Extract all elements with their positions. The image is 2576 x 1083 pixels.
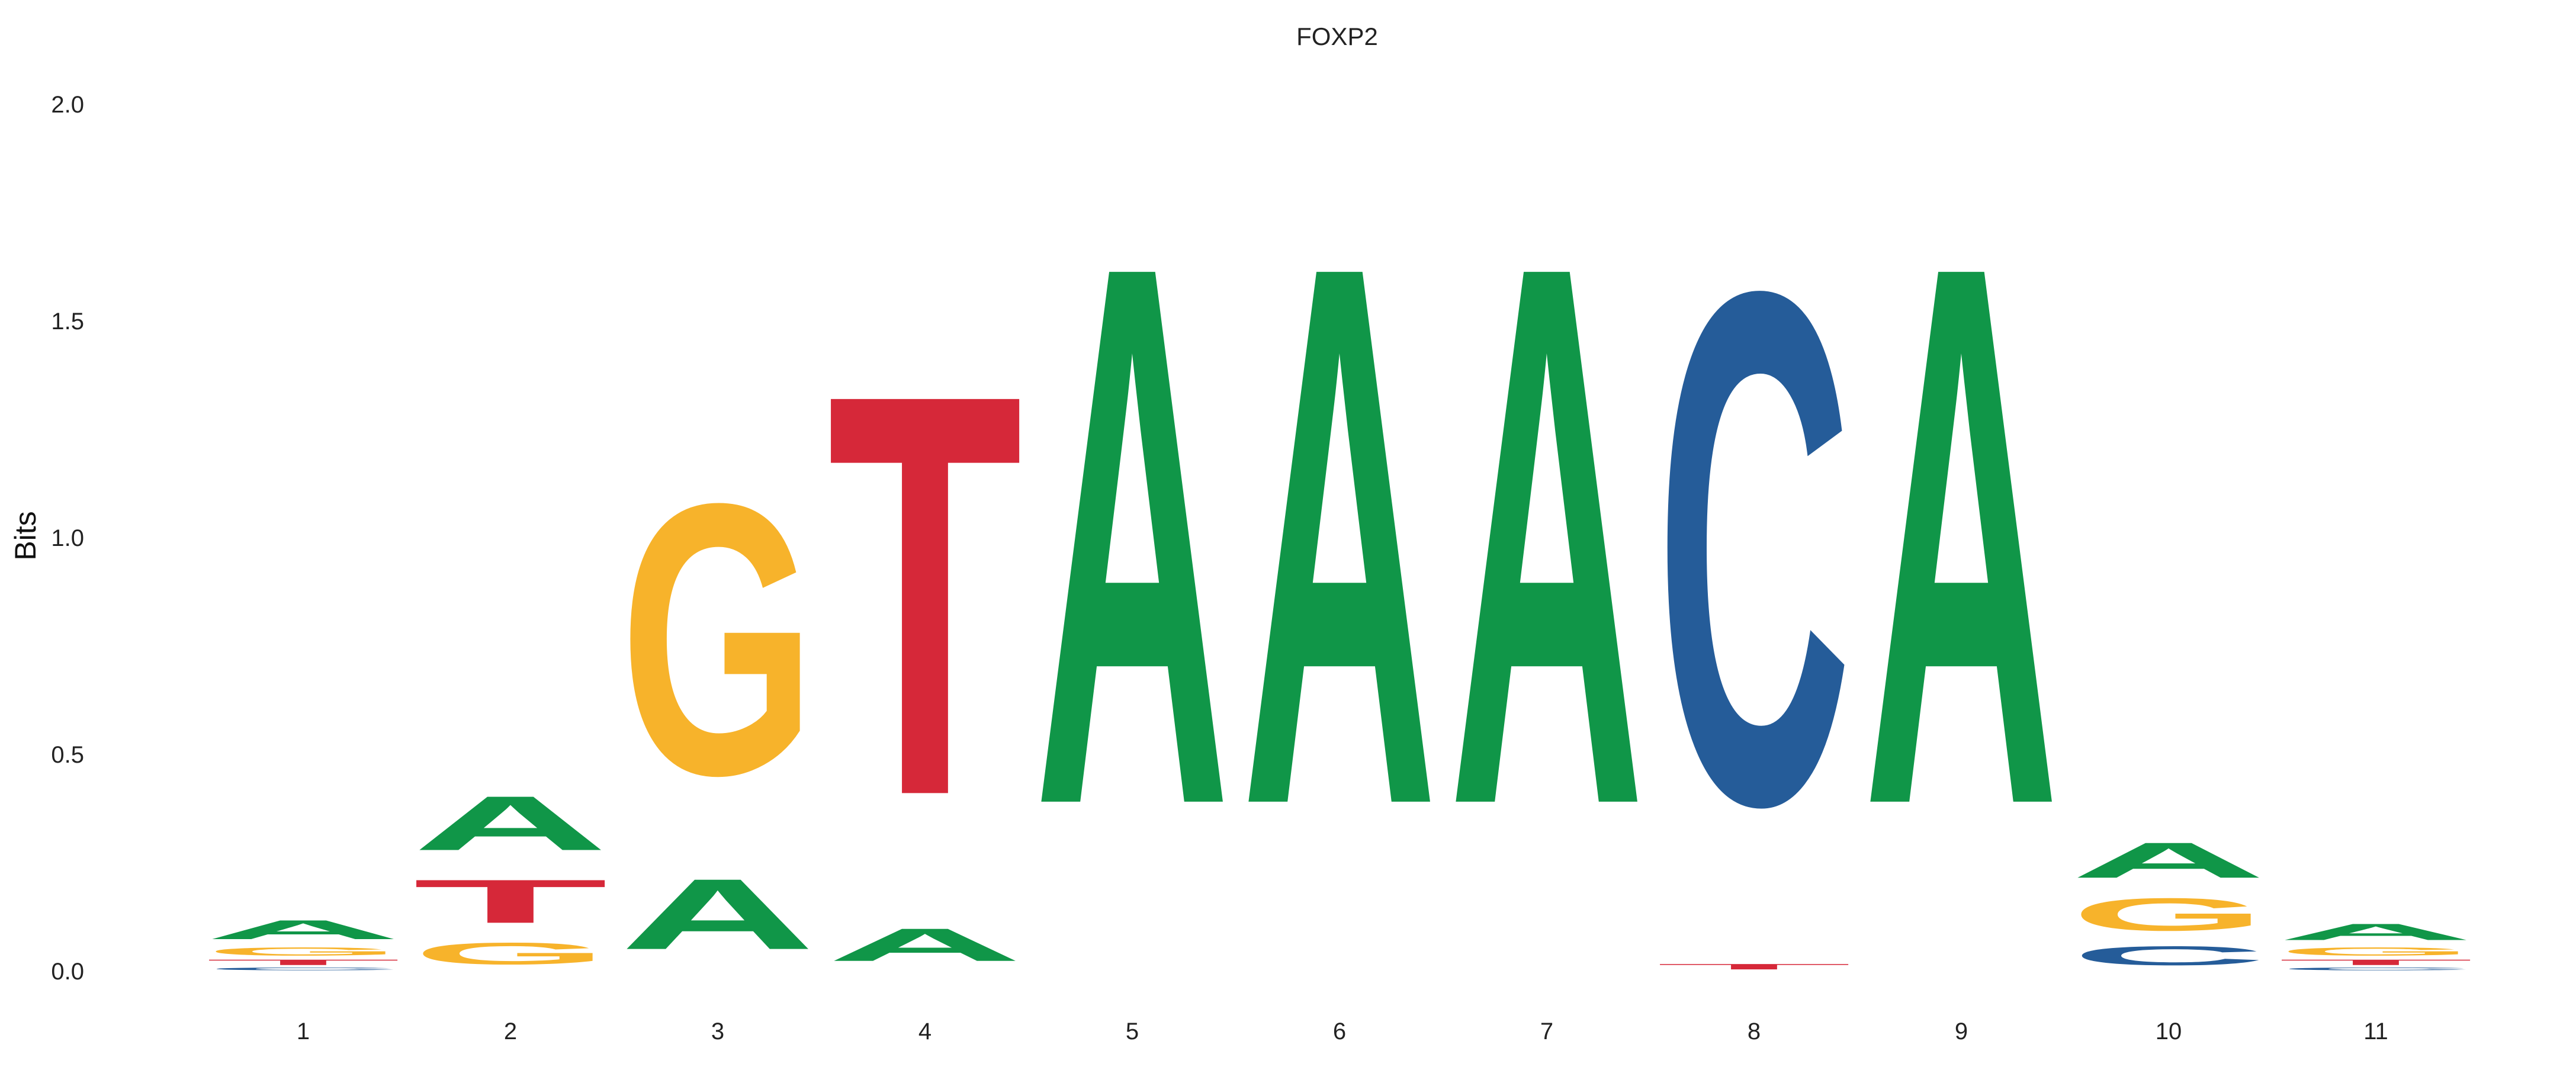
chart-title: FOXP2 — [1296, 23, 1378, 50]
logo-letter-a: A — [1035, 105, 1230, 965]
x-tick-label: 4 — [918, 1018, 932, 1045]
x-tick-label: 1 — [297, 1018, 310, 1045]
logo-letter-g: G — [2071, 889, 2266, 941]
x-tick-label: 7 — [1540, 1018, 1553, 1045]
logo-letter-a: A — [620, 858, 815, 970]
y-axis-ticks: 0.0 0.5 1.0 1.5 2.0 — [51, 92, 84, 985]
x-tick-label: 11 — [2363, 1018, 2388, 1045]
x-tick-label: 5 — [1126, 1018, 1139, 1045]
y-axis-label: Bits — [9, 511, 42, 560]
logo-letter-a: A — [1242, 105, 1437, 965]
logo-letter-c: C — [205, 967, 401, 971]
x-axis-ticks: 1 2 3 4 5 6 7 8 9 10 11 — [297, 1018, 2388, 1045]
y-tick-label: 0.5 — [51, 742, 84, 768]
x-tick-label: 3 — [711, 1018, 724, 1045]
y-tick-label: 2.0 — [51, 92, 84, 118]
logo-letter-a: A — [1864, 105, 2059, 965]
logo-letter-t: T — [827, 275, 1023, 915]
logo-letter-a: A — [2278, 919, 2474, 945]
logo-letter-t: T — [205, 958, 401, 967]
logo-letter-c: C — [1656, 140, 1852, 957]
x-tick-label: 10 — [2156, 1018, 2182, 1045]
logo-letter-g: G — [2278, 945, 2474, 958]
x-tick-label: 2 — [504, 1018, 517, 1045]
logo-letter-a: A — [2071, 832, 2266, 888]
logo-letter-g: G — [413, 936, 608, 970]
logo-letter-t: T — [413, 867, 608, 936]
x-tick-label: 9 — [1955, 1018, 1968, 1045]
logo-letter-g: G — [620, 423, 815, 856]
y-tick-label: 0.0 — [51, 959, 84, 985]
x-tick-label: 8 — [1748, 1018, 1761, 1045]
logo-letter-a: A — [827, 919, 1023, 971]
logo-letter-t: T — [1656, 962, 1852, 971]
y-tick-label: 1.0 — [51, 525, 84, 551]
logo-letter-t: T — [2278, 958, 2474, 967]
logo-letter-c: C — [2278, 967, 2474, 971]
y-tick-label: 1.5 — [51, 308, 84, 335]
logo-letter-g: G — [205, 945, 401, 958]
logo-letter-c: C — [2071, 941, 2266, 971]
logo-letter-a: A — [413, 780, 608, 867]
x-tick-label: 6 — [1333, 1018, 1346, 1045]
logo-letter-a: A — [1449, 105, 1644, 965]
logo-letter-a: A — [205, 915, 401, 945]
